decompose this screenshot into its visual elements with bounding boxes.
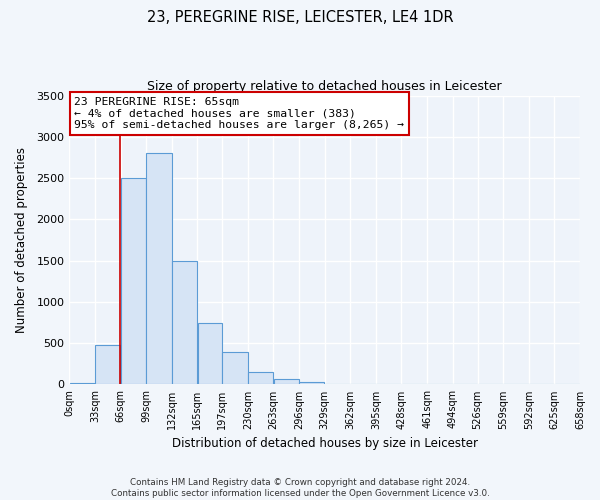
Bar — [172, 260, 197, 384]
Text: 23 PEREGRINE RISE: 65sqm
← 4% of detached houses are smaller (383)
95% of semi-d: 23 PEREGRINE RISE: 65sqm ← 4% of detache… — [74, 97, 404, 130]
Title: Size of property relative to detached houses in Leicester: Size of property relative to detached ho… — [148, 80, 502, 93]
Bar — [223, 352, 248, 384]
Y-axis label: Number of detached properties: Number of detached properties — [15, 147, 28, 333]
Bar — [121, 178, 146, 384]
Bar — [299, 382, 325, 384]
Bar — [70, 383, 95, 384]
Bar — [95, 345, 121, 385]
X-axis label: Distribution of detached houses by size in Leicester: Distribution of detached houses by size … — [172, 437, 478, 450]
Bar — [274, 379, 299, 384]
Bar — [197, 322, 222, 384]
Text: Contains HM Land Registry data © Crown copyright and database right 2024.
Contai: Contains HM Land Registry data © Crown c… — [110, 478, 490, 498]
Bar — [248, 372, 273, 384]
Text: 23, PEREGRINE RISE, LEICESTER, LE4 1DR: 23, PEREGRINE RISE, LEICESTER, LE4 1DR — [146, 10, 454, 25]
Bar — [146, 154, 172, 384]
